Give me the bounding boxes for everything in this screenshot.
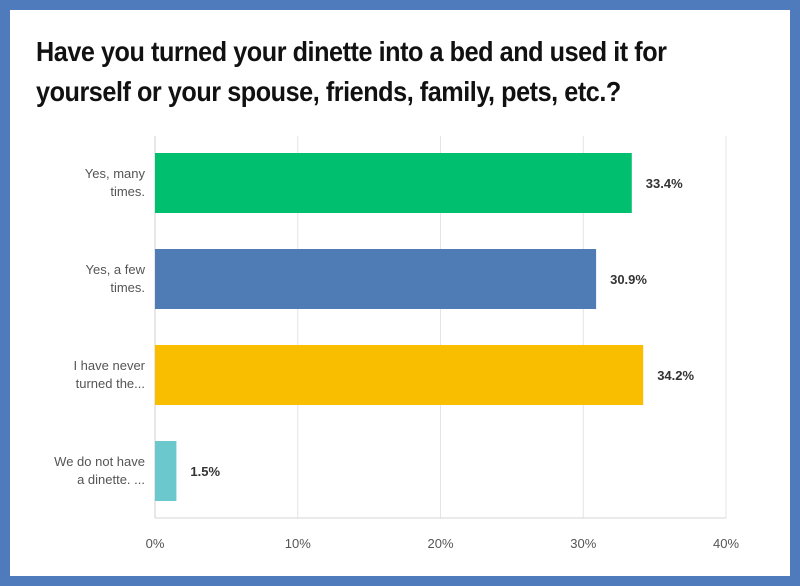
bar-value-label: 30.9% xyxy=(610,272,647,287)
category-label: Yes, a few xyxy=(85,262,145,277)
bar-value-label: 34.2% xyxy=(657,368,694,383)
category-label: Yes, many xyxy=(85,166,146,181)
bar xyxy=(155,153,632,213)
chart-card: Have you turned your dinette into a bed … xyxy=(10,10,790,576)
x-tick-label: 20% xyxy=(427,536,453,551)
bar xyxy=(155,345,644,405)
x-tick-label: 40% xyxy=(713,536,739,551)
category-label: times. xyxy=(110,280,145,295)
chart-title: Have you turned your dinette into a bed … xyxy=(36,36,667,107)
category-label: turned the... xyxy=(76,376,145,391)
category-label: times. xyxy=(110,184,145,199)
category-label: We do not have xyxy=(54,454,145,469)
bar xyxy=(155,441,177,501)
bar xyxy=(155,249,597,309)
x-tick-label: 10% xyxy=(285,536,311,551)
bar-value-label: 33.4% xyxy=(646,176,683,191)
category-label: I have never xyxy=(73,358,145,373)
bar-value-label: 1.5% xyxy=(190,464,220,479)
x-tick-label: 0% xyxy=(146,536,165,551)
x-tick-label: 30% xyxy=(570,536,596,551)
category-label: a dinette. ... xyxy=(77,472,145,487)
bar-chart: 0% 10% 20% 30% 40% 33.4% Yes, many times. 30.9% Y… xyxy=(54,136,739,551)
